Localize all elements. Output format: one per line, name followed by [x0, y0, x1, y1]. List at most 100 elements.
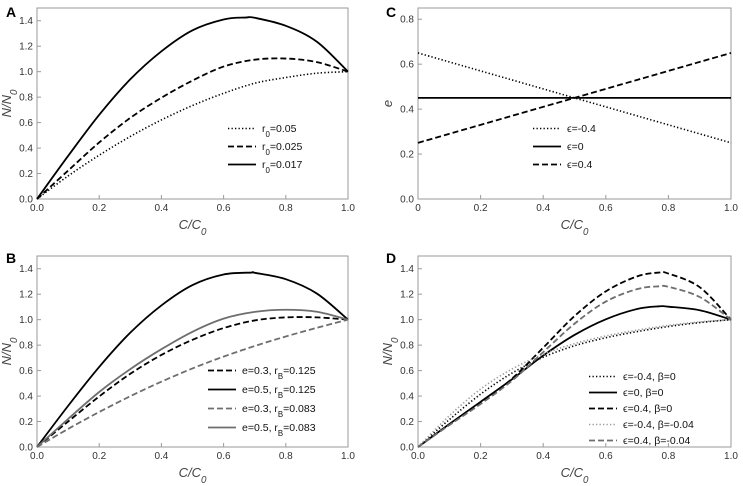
panel-letter: D — [386, 250, 396, 266]
series-line-5 — [417, 284, 732, 448]
y-tick-label: 0.6 — [400, 366, 414, 377]
y-tick-label: 1.0 — [19, 67, 33, 78]
legend-label-2: ϵ=0 — [567, 141, 584, 153]
series-line-2 — [417, 305, 732, 448]
y-axis-title: N/N0 — [0, 337, 20, 365]
y-tick-label: 0.4 — [400, 392, 414, 403]
x-tick-label: 0.4 — [154, 203, 168, 214]
plot-frame — [417, 7, 732, 200]
y-tick-label: 0.6 — [19, 118, 33, 129]
series-line-1 — [417, 318, 732, 448]
plot-frame — [417, 255, 732, 448]
series-line-4 — [417, 318, 732, 448]
x-tick-label: 0.6 — [599, 451, 613, 462]
x-tick-label: 0.8 — [279, 203, 293, 214]
legend-label-2: ϵ=0, β=0 — [623, 387, 664, 399]
y-tick-label: 0.0 — [19, 195, 33, 206]
chart-panel-d: D 0.0 0.2 0.4 0.6 0.8 1.0 1.2 1.4 0.0 0.2 0.4 0.6 0.8… — [380, 250, 738, 486]
y-tick-label: 1.2 — [19, 42, 33, 53]
x-tick-label: 1.0 — [341, 451, 355, 462]
x-tick-label: 0.6 — [217, 203, 231, 214]
legend: r0=0.05 r0=0.025 r0=0.017 — [228, 123, 302, 175]
y-tick-label: 1.4 — [400, 264, 414, 275]
y-tick-label: 1.4 — [19, 264, 33, 275]
panel-letter: A — [6, 4, 16, 20]
y-tick-label: 0.8 — [400, 341, 414, 352]
y-tick-label: 0.2 — [400, 417, 414, 428]
legend-label-3: ϵ=0.4, β=0 — [623, 403, 672, 415]
x-axis-title: C/C0 — [561, 465, 589, 486]
x-tick-label: 1.0 — [724, 203, 738, 214]
y-tick-label: 0.6 — [400, 60, 414, 71]
legend-label-1: r0=0.05 — [262, 123, 297, 139]
legend: e=0.3, rB=0.125 e=0.5, rB=0.125 e=0.3, rB=… — [208, 365, 316, 438]
legend: ϵ=-0.4, β=0 ϵ=0, β=0 ϵ=0.4, β=0 ϵ=-0.4, β=-… — [589, 371, 694, 447]
chart-panel-b: B 0.0 0.2 0.4 0.6 0.8 1.0 1.2 1.4 0.0 0.2 0.4 0.6 0.8… — [0, 250, 355, 486]
panel-letter: C — [386, 4, 396, 20]
y-tick-label: 0.2 — [19, 417, 33, 428]
legend-label-2: r0=0.025 — [262, 141, 302, 157]
x-tick-label: 0.2 — [92, 451, 106, 462]
y-tick-label: 0.2 — [400, 150, 414, 161]
y-tick-label: 0.4 — [19, 392, 33, 403]
legend-label-4: ϵ=-0.4, β=-0.04 — [623, 419, 694, 431]
x-tick-label: 0.2 — [474, 203, 488, 214]
series-line-3 — [36, 318, 349, 448]
x-tick-label: 1.0 — [341, 203, 355, 214]
legend-label-1: e=0.3, rB=0.125 — [242, 365, 316, 381]
legend-label-1: ϵ=-0.4 — [567, 123, 596, 135]
plot-frame — [36, 7, 349, 200]
y-tick-label: 0.8 — [400, 15, 414, 26]
series-line-1 — [36, 316, 349, 448]
series-line-4 — [36, 308, 349, 448]
x-tick-label: 0.6 — [599, 203, 613, 214]
x-tick-label: 0.8 — [661, 451, 675, 462]
x-tick-label: 0.2 — [92, 203, 106, 214]
x-tick-label: 0.0 — [30, 451, 44, 462]
chart-panel-c: C 0.0 0.2 0.4 0.6 0.8 0 0.2 0.4 0.6 0.8 1.0 C/C0 e ϵ=-… — [380, 4, 738, 238]
y-tick-label: 0.6 — [19, 366, 33, 377]
legend: ϵ=-0.4 ϵ=0 ϵ=0.4 — [533, 123, 596, 171]
y-tick-label: 1.4 — [19, 16, 33, 27]
y-axis-title: N/N0 — [380, 337, 401, 365]
legend-label-1: ϵ=-0.4, β=0 — [623, 371, 676, 383]
x-tick-label: 0.0 — [30, 203, 44, 214]
panel-letter: B — [6, 250, 16, 266]
x-tick-label: 0.0 — [411, 451, 425, 462]
y-tick-label: 0.8 — [19, 341, 33, 352]
y-axis-title: N/N0 — [0, 89, 20, 117]
x-axis-title: C/C0 — [179, 217, 207, 238]
legend-label-2: e=0.5, rB=0.125 — [242, 384, 316, 400]
y-tick-label: 0.4 — [19, 144, 33, 155]
series-line-3 — [36, 16, 349, 200]
y-tick-label: 1.0 — [19, 315, 33, 326]
plot-frame — [36, 255, 349, 448]
y-tick-label: 0.0 — [400, 443, 414, 454]
legend-label-3: ϵ=0.4 — [567, 159, 593, 171]
y-tick-label: 1.2 — [400, 290, 414, 301]
series-line-2 — [36, 57, 349, 200]
legend-label-4: e=0.5, rB=0.083 — [242, 422, 316, 438]
y-tick-label: 0.8 — [19, 93, 33, 104]
x-tick-label: 0.8 — [661, 203, 675, 214]
y-axis-title: e — [380, 100, 395, 107]
y-tick-label: 1.0 — [400, 315, 414, 326]
y-tick-label: 0.0 — [400, 195, 414, 206]
x-axis-title: C/C0 — [561, 217, 589, 238]
series-line-3 — [417, 52, 732, 144]
x-tick-label: 0.2 — [474, 451, 488, 462]
x-tick-label: 0.8 — [279, 451, 293, 462]
y-tick-label: 0.4 — [400, 105, 414, 116]
x-tick-label: 0.4 — [154, 451, 168, 462]
legend-label-3: r0=0.017 — [262, 159, 302, 175]
x-axis-title: C/C0 — [179, 465, 207, 486]
x-tick-label: 0.4 — [536, 451, 550, 462]
series-line-2 — [36, 271, 349, 448]
y-tick-label: 1.2 — [19, 290, 33, 301]
legend-label-3: e=0.3, rB=0.083 — [242, 403, 316, 419]
x-tick-label: 0.6 — [217, 451, 231, 462]
chart-panel-a: A 0.0 0.2 0.4 0.6 0.8 1.0 1.2 1.4 0.0 0.2 0.4 0.6 0.8… — [0, 4, 355, 238]
y-tick-label: 0.0 — [19, 443, 33, 454]
x-tick-label: 0 — [415, 203, 421, 214]
